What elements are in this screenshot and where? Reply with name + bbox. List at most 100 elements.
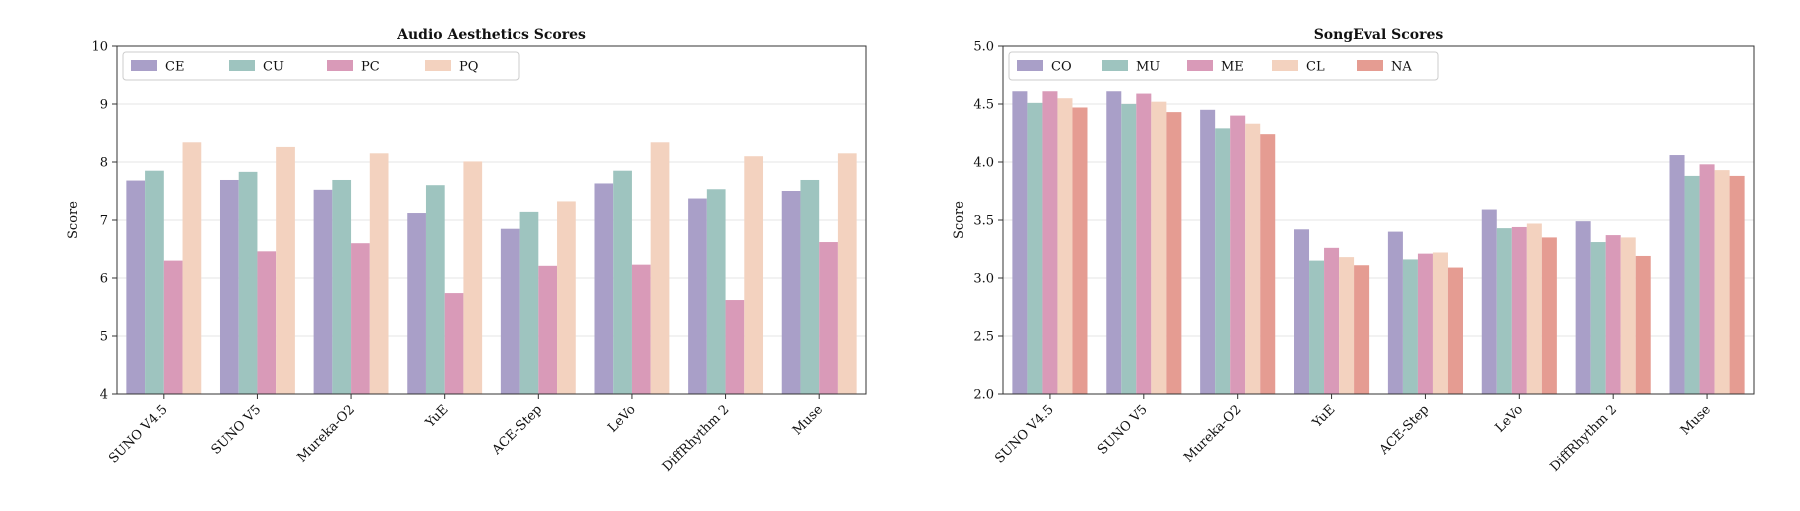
bar-cl-diffrhythm-2: [1620, 237, 1636, 394]
x-tick-label: Muse: [1678, 402, 1714, 438]
bar-cu-diffrhythm-2: [706, 189, 726, 394]
bar-cu-levo: [613, 170, 632, 394]
bar-na-suno-v5: [1166, 112, 1182, 395]
bar-mu-suno-v4-5: [1027, 102, 1043, 394]
bar-cu-suno-v4-5: [145, 170, 164, 394]
bar-mu-levo: [1496, 228, 1512, 394]
bar-ce-muse: [781, 191, 801, 394]
chart-title: Audio Aesthetics Scores: [396, 27, 586, 43]
bar-mu-suno-v5: [1121, 104, 1137, 394]
bar-pq-mureka-o2: [369, 153, 389, 394]
bar-pq-suno-v4-5: [182, 142, 202, 394]
bar-na-ace-step: [1447, 267, 1463, 394]
y-axis-label: Score: [66, 201, 81, 239]
bar-cu-muse: [800, 179, 820, 394]
x-tick-label: YuE: [422, 402, 451, 431]
legend-label-pq: PQ: [459, 60, 478, 75]
bar-cu-yue: [425, 185, 445, 394]
x-tick-label: SUNO V5: [1095, 402, 1151, 458]
bar-na-diffrhythm-2: [1635, 255, 1651, 394]
x-tick-label: LeVo: [605, 402, 639, 436]
legend-label-me: ME: [1221, 60, 1244, 75]
legend-swatch-ce: [131, 60, 157, 71]
bar-pq-diffrhythm-2: [744, 156, 764, 394]
y-tick-label: 2.5: [973, 330, 994, 345]
bar-pc-diffrhythm-2: [725, 300, 745, 394]
x-tick-label: SUNO V5: [209, 402, 265, 458]
bar-cl-yue: [1339, 257, 1355, 394]
bar-pc-mureka-o2: [351, 243, 370, 394]
bar-cl-muse: [1714, 170, 1730, 394]
bar-ce-mureka-o2: [313, 189, 333, 394]
chart-title: SongEval Scores: [1314, 27, 1444, 43]
y-tick-label: 5.0: [973, 40, 994, 55]
y-tick-label: 10: [91, 40, 108, 55]
bar-co-levo: [1481, 209, 1497, 394]
bar-co-muse: [1669, 155, 1685, 394]
x-tick-label: Muse: [790, 402, 826, 438]
bar-me-yue: [1324, 247, 1340, 394]
bar-me-diffrhythm-2: [1605, 235, 1621, 394]
legend-box: [1008, 51, 1439, 81]
bar-me-levo: [1511, 226, 1527, 394]
y-tick-label: 4.0: [973, 156, 994, 171]
bar-co-diffrhythm-2: [1575, 221, 1591, 394]
legend-label-ce: CE: [165, 60, 184, 75]
bar-me-mureka-o2: [1230, 115, 1246, 394]
legend-label-cu: CU: [263, 60, 284, 75]
bar-ce-yue: [407, 213, 426, 394]
bar-mu-mureka-o2: [1215, 128, 1231, 395]
bar-ce-ace-step: [500, 228, 520, 394]
legend-label-cl: CL: [1306, 60, 1325, 75]
legend-box: [122, 51, 520, 81]
legend-label-na: NA: [1391, 60, 1412, 75]
bar-mu-ace-step: [1402, 259, 1418, 394]
legend-label-mu: MU: [1136, 60, 1160, 75]
legend-swatch-cu: [229, 60, 255, 71]
y-tick-label: 5: [100, 330, 108, 345]
bar-co-suno-v4-5: [1012, 91, 1028, 395]
bar-mu-muse: [1684, 175, 1700, 394]
legend-swatch-co: [1017, 60, 1043, 71]
x-tick-label: ACE-Step: [489, 402, 545, 458]
x-tick-label: LeVo: [1493, 402, 1527, 436]
bar-mu-yue: [1309, 260, 1325, 394]
bar-na-yue: [1354, 265, 1370, 394]
bar-ce-suno-v5: [219, 179, 239, 394]
x-tick-label: Mureka-O2: [1181, 402, 1244, 465]
y-tick-label: 4.5: [973, 98, 994, 113]
bar-me-ace-step: [1417, 253, 1433, 394]
x-tick-label: DiffRhythm 2: [1547, 402, 1620, 475]
bar-pc-muse: [819, 242, 838, 394]
axes-frame: [116, 45, 867, 395]
bar-pc-suno-v4-5: [163, 260, 183, 394]
y-tick-label: 8: [100, 156, 108, 171]
y-tick-label: 4: [100, 388, 108, 403]
bar-pc-levo: [631, 264, 651, 394]
legend-label-pc: PC: [361, 60, 380, 75]
legend-swatch-na: [1357, 60, 1383, 71]
bar-co-yue: [1294, 229, 1310, 394]
bar-cu-suno-v5: [238, 171, 258, 394]
y-tick-label: 3.0: [973, 272, 994, 287]
axes-frame: [1002, 45, 1755, 395]
bar-mu-diffrhythm-2: [1590, 242, 1606, 394]
bar-na-levo: [1541, 237, 1557, 394]
bar-ce-diffrhythm-2: [688, 198, 707, 394]
bar-pq-muse: [837, 153, 857, 394]
legend-swatch-mu: [1102, 60, 1128, 71]
x-tick-label: SUNO V4.5: [106, 402, 170, 466]
bar-me-muse: [1699, 164, 1715, 394]
legend: CE CU PC PQ: [122, 51, 520, 81]
bar-cl-mureka-o2: [1245, 123, 1261, 394]
chart-2: 2.0 2.5 3.0 3.5 4.0 4.5 5.0 SUNO V4.5 SUNO V5 Mur…: [952, 27, 1755, 475]
bar-na-mureka-o2: [1260, 134, 1276, 394]
bar-me-suno-v4-5: [1042, 91, 1058, 395]
bar-na-muse: [1729, 175, 1745, 394]
chart-1: 4 5 6 7 8 9 10 SUNO V4.5 SUNO V5 Mureka-O2 YuE ACE-…: [66, 27, 867, 475]
x-tick-label: YuE: [1309, 402, 1338, 431]
y-axis-label: Score: [952, 201, 967, 239]
bar-co-ace-step: [1387, 231, 1403, 394]
x-tick-label: DiffRhythm 2: [660, 402, 733, 475]
